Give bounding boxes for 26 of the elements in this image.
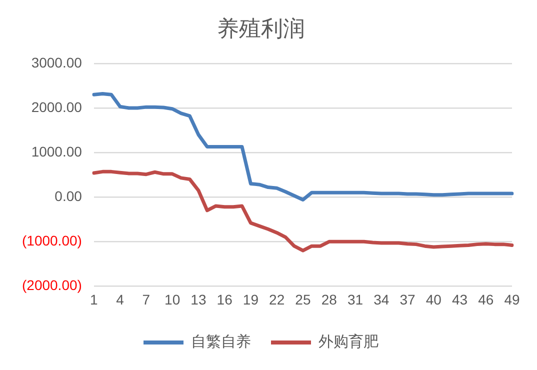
x-tick-label: 16 bbox=[216, 291, 233, 308]
legend-label: 自繁自养 bbox=[191, 334, 251, 351]
x-tick-label: 13 bbox=[190, 291, 206, 308]
chart-title: 养殖利润 bbox=[217, 16, 305, 42]
x-tick-label: 43 bbox=[452, 291, 468, 308]
y-tick-label: (2000.00) bbox=[22, 277, 82, 294]
x-tick-label: 40 bbox=[426, 291, 442, 308]
x-tick-label: 22 bbox=[269, 291, 285, 308]
x-tick-label: 37 bbox=[400, 291, 416, 308]
x-tick-label: 19 bbox=[242, 291, 259, 308]
y-tick-label: 3000.00 bbox=[31, 54, 82, 70]
y-tick-label: 2000.00 bbox=[31, 98, 82, 115]
x-tick-label: 31 bbox=[347, 291, 364, 308]
x-tick-label: 4 bbox=[116, 291, 124, 308]
x-tick-label: 28 bbox=[321, 291, 338, 308]
x-tick-label: 7 bbox=[142, 291, 150, 308]
x-tick-label: 49 bbox=[504, 291, 520, 308]
y-tick-label: 0.00 bbox=[54, 188, 82, 204]
x-tick-label: 25 bbox=[295, 291, 311, 308]
x-tick-label: 1 bbox=[90, 291, 98, 308]
y-tick-label: 1000.00 bbox=[31, 143, 82, 160]
x-tick-label: 10 bbox=[164, 291, 180, 308]
y-tick-label: (1000.00) bbox=[22, 232, 82, 248]
x-tick-label: 46 bbox=[478, 291, 494, 308]
x-tick-label: 34 bbox=[374, 291, 390, 308]
legend-label: 外购育肥 bbox=[318, 334, 378, 351]
